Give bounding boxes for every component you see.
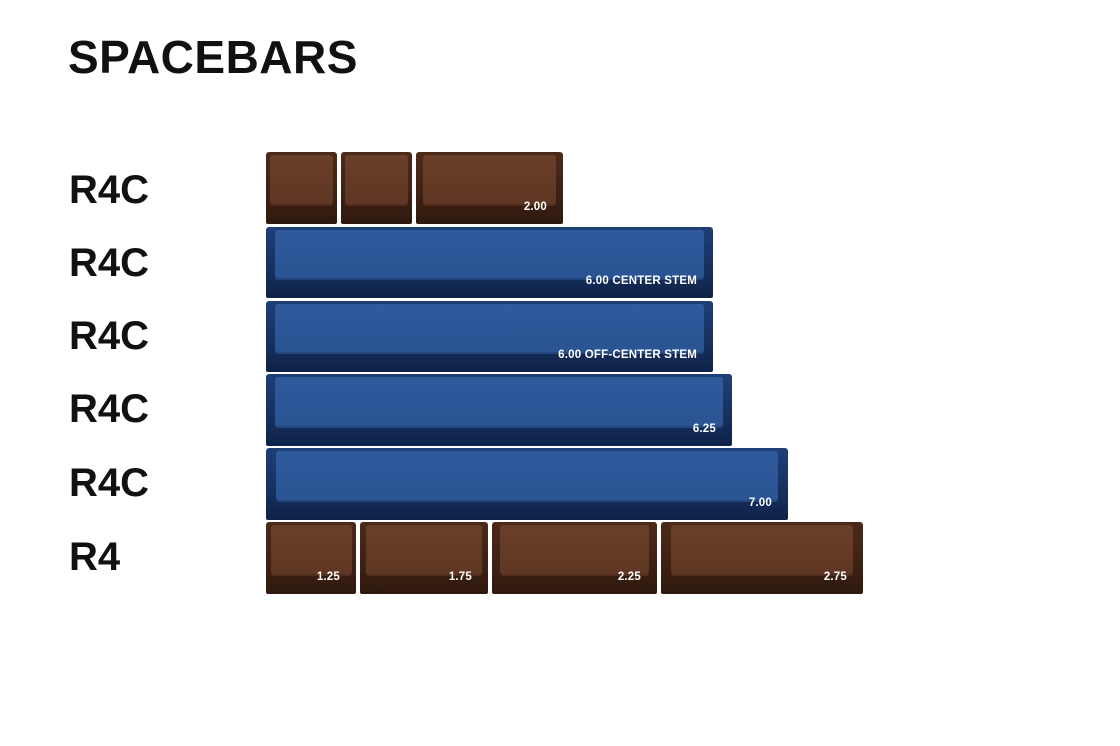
row-label: R4: [69, 535, 121, 579]
spacebar-keycap: 6.25: [266, 374, 732, 446]
keycap: 1.75: [360, 522, 488, 594]
keycap-size-label: 7.00: [748, 497, 772, 509]
keycap: 2.75: [661, 522, 863, 594]
spacebar-keycap: 7.00: [266, 448, 788, 520]
keycap-size-label: 6.00 OFF-CENTER STEM: [558, 349, 697, 361]
keycap-size-label: 6.00 CENTER STEM: [585, 275, 697, 287]
row-label: R4C: [69, 314, 150, 358]
keycap-size-label: 6.25: [692, 423, 716, 435]
spacebar-keycap: 6.00 OFF-CENTER STEM: [266, 301, 713, 372]
row-label: R4C: [69, 168, 150, 212]
keycap: [266, 152, 337, 224]
row-label: R4C: [69, 461, 150, 505]
keycap: 1.25: [266, 522, 356, 594]
keycap-size-label: 2.75: [823, 571, 847, 583]
keycap-size-label: 2.00: [523, 201, 547, 213]
keycap-size-label: 1.25: [316, 571, 340, 583]
spacebar-keycap: 6.00 CENTER STEM: [266, 227, 713, 298]
keycap: 2.00: [416, 152, 563, 224]
keycap: 2.25: [492, 522, 657, 594]
page-title: SPACEBARS: [68, 31, 358, 83]
keycap-size-label: 1.75: [448, 571, 472, 583]
row-label: R4C: [69, 241, 150, 285]
keycap: [341, 152, 412, 224]
row-label: R4C: [69, 387, 150, 431]
keycap-size-label: 2.25: [617, 571, 641, 583]
